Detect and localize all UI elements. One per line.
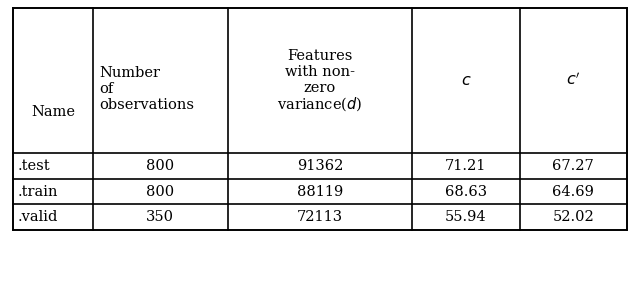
Text: $c'$: $c'$ — [566, 72, 580, 89]
Text: .train: .train — [18, 185, 58, 198]
Text: 88119: 88119 — [297, 185, 343, 198]
Text: 350: 350 — [147, 210, 174, 224]
Text: 71.21: 71.21 — [445, 159, 486, 173]
Text: 67.27: 67.27 — [552, 159, 594, 173]
Text: 800: 800 — [147, 159, 175, 173]
Text: 64.69: 64.69 — [552, 185, 594, 198]
Text: Name: Name — [31, 105, 75, 119]
Text: 800: 800 — [147, 185, 175, 198]
Text: 52.02: 52.02 — [552, 210, 594, 224]
Text: .valid: .valid — [18, 210, 58, 224]
Text: $c$: $c$ — [461, 72, 471, 89]
Text: Features: Features — [287, 49, 353, 64]
Text: 91362: 91362 — [297, 159, 343, 173]
Text: Number: Number — [99, 66, 160, 80]
Text: observations: observations — [99, 98, 194, 112]
Bar — [13, 8, 627, 230]
Text: zero: zero — [304, 81, 336, 96]
Text: variance($d$): variance($d$) — [277, 96, 363, 113]
Text: with non-: with non- — [285, 65, 355, 80]
Text: 72113: 72113 — [297, 210, 343, 224]
Text: of: of — [99, 82, 113, 96]
Text: .test: .test — [18, 159, 51, 173]
Text: 68.63: 68.63 — [445, 185, 487, 198]
Text: 55.94: 55.94 — [445, 210, 486, 224]
